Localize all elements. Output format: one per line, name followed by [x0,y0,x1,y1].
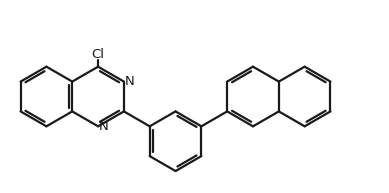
Text: Cl: Cl [91,48,105,61]
Text: N: N [98,120,108,133]
Text: N: N [124,75,134,88]
